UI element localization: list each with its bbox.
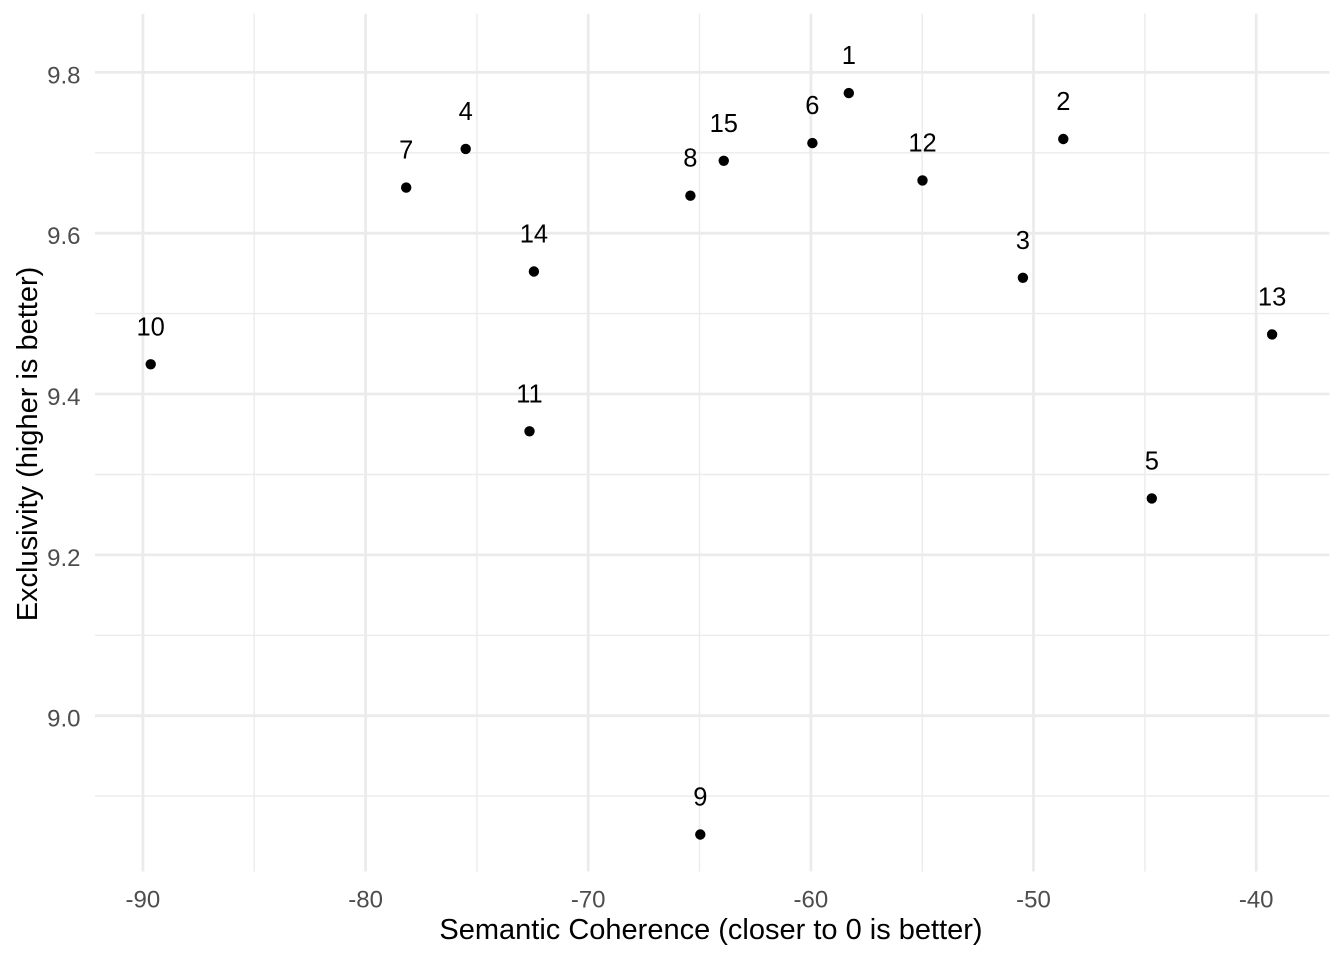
svg-text:3: 3 [1016,227,1030,255]
svg-text:5: 5 [1145,447,1159,475]
svg-text:13: 13 [1258,283,1286,311]
svg-text:11: 11 [516,380,542,408]
svg-text:-90: -90 [126,886,161,913]
svg-text:6: 6 [805,92,819,120]
svg-text:8: 8 [683,145,697,173]
svg-text:15: 15 [710,110,738,138]
svg-text:Exclusivity (higher is better): Exclusivity (higher is better) [12,267,44,622]
svg-text:9.6: 9.6 [47,223,80,250]
svg-text:-60: -60 [794,886,829,913]
svg-text:2: 2 [1056,88,1070,116]
svg-text:-50: -50 [1016,886,1051,913]
svg-text:-80: -80 [348,886,383,913]
svg-text:-40: -40 [1239,886,1274,913]
svg-text:9: 9 [693,784,707,812]
svg-text:Semantic Coherence (closer to: Semantic Coherence (closer to 0 is bette… [439,914,982,946]
svg-text:12: 12 [908,129,936,157]
svg-text:-70: -70 [571,886,606,913]
svg-text:1: 1 [842,42,856,70]
svg-text:9.8: 9.8 [47,62,80,89]
svg-text:14: 14 [520,221,548,249]
svg-text:4: 4 [459,98,473,126]
svg-text:7: 7 [399,137,413,165]
svg-text:9.0: 9.0 [47,706,80,733]
svg-text:9.2: 9.2 [47,545,80,572]
svg-text:10: 10 [137,313,165,341]
svg-text:9.4: 9.4 [47,384,80,411]
